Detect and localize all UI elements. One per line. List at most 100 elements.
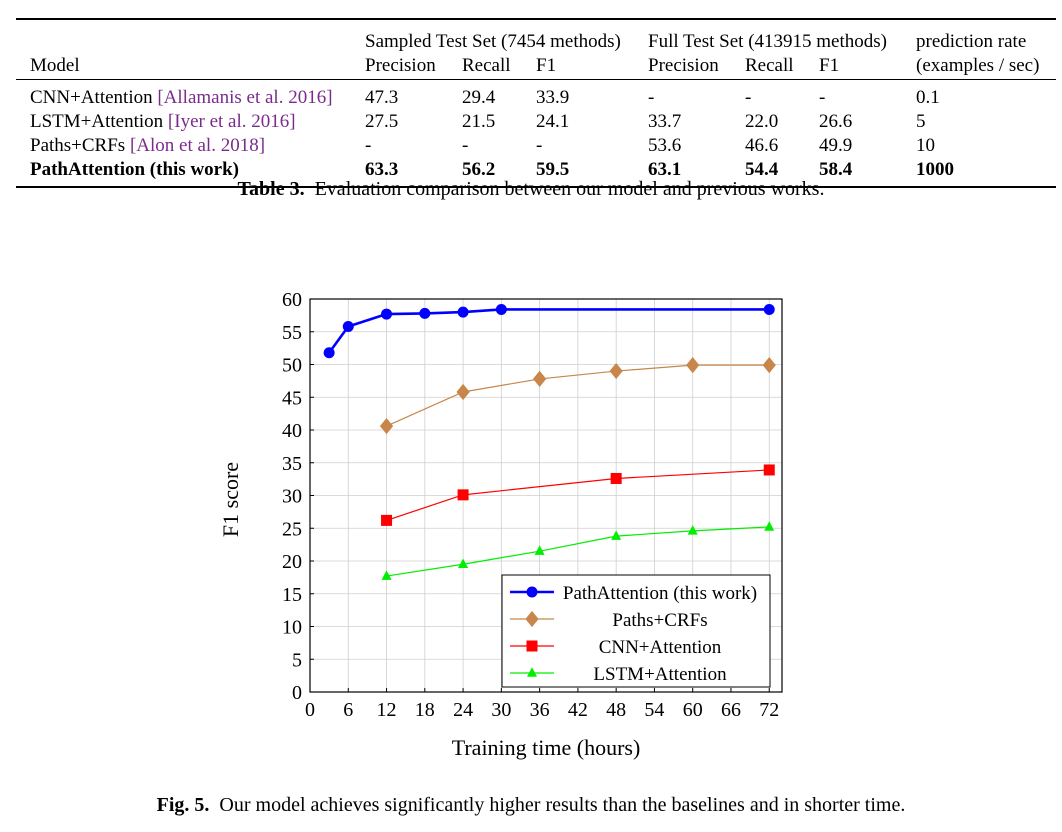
cell-recall-sampled: - (462, 135, 469, 156)
cell-precision-sampled: 47.3 (365, 87, 399, 108)
legend-label: LSTM+Attention (593, 664, 727, 685)
cell-precision-sampled: 27.5 (365, 111, 399, 132)
y-tick-label: 10 (282, 617, 302, 639)
table-row: PathAttention (this work) 63.3 56.2 59.5… (16, 158, 1056, 187)
header-full-test-set: Full Test Set (413915 methods) (648, 31, 887, 52)
row-model-name: LSTM+Attention [Iyer et al. 2016] (16, 110, 365, 134)
table-subheader-row: Model Precision Recall F1 Precision Reca… (16, 53, 1056, 80)
citation-link[interactable]: [Allamanis et al. 2016] (157, 87, 333, 108)
series-cnn-attention (381, 464, 775, 526)
cell-precision-sampled: 63.3 (365, 159, 399, 180)
cell-f1-sampled: - (536, 135, 543, 156)
cell-precision-full: 63.1 (648, 159, 682, 180)
y-tick-label: 35 (282, 453, 302, 475)
figure-caption: Fig. 5. Our model achieves significantly… (0, 794, 1062, 817)
model-label: Paths+CRFs (30, 135, 130, 156)
series-line (386, 469, 770, 521)
cell-recall-sampled: 29.4 (462, 87, 496, 108)
figure-caption-text: Our model achieves significantly higher … (219, 794, 906, 816)
x-tick-label: 72 (759, 699, 779, 721)
citation-link[interactable]: [Alon et al. 2018] (129, 135, 266, 156)
data-point (534, 545, 545, 555)
cell-f1-full: 26.6 (819, 111, 853, 132)
cell-recall-full: 22.0 (745, 111, 779, 132)
header-precision-sampled: Precision (365, 55, 436, 76)
row-model-name: PathAttention (this work) (16, 158, 365, 187)
y-tick-label: 55 (282, 322, 302, 344)
model-label: LSTM+Attention (30, 111, 168, 132)
header-rate-unit: (examples / sec) (916, 55, 1040, 76)
data-point (611, 530, 622, 540)
y-tick-label: 15 (282, 584, 302, 606)
y-tick-label: 45 (282, 387, 302, 409)
header-precision-full: Precision (648, 55, 719, 76)
data-point (379, 417, 394, 435)
table-row: CNN+Attention [Allamanis et al. 2016] 47… (16, 80, 1056, 110)
header-model: Model (30, 55, 80, 76)
data-point (610, 472, 622, 484)
cell-recall-sampled: 56.2 (462, 159, 496, 180)
header-recall-sampled: Recall (462, 55, 511, 76)
cell-prediction-rate: 1000 (916, 159, 954, 180)
tick-layer: 0 6 12 18 24 30 36 42 48 54 60 66 72 0 5 10 15 20 25 30 35 40… (282, 289, 779, 721)
data-point (419, 307, 431, 319)
data-point (686, 357, 700, 374)
data-point (763, 464, 775, 476)
cell-precision-full: - (648, 87, 655, 108)
legend-label: PathAttention (this work) (563, 583, 757, 604)
y-tick-label: 60 (282, 289, 302, 311)
legend-item: LSTM+Attention (510, 664, 727, 685)
header-f1-sampled: F1 (536, 55, 557, 76)
citation-link[interactable]: [Iyer et al. 2016] (167, 111, 296, 132)
y-tick-label: 30 (282, 486, 302, 508)
row-model-name: Paths+CRFs [Alon et al. 2018] (16, 134, 365, 158)
f1-chart-figure: 0 6 12 18 24 30 36 42 48 54 60 66 72 0 5 10 15 20 25 30 35 40… (0, 270, 1062, 775)
series-line (386, 526, 770, 577)
x-tick-label: 6 (343, 699, 353, 721)
f1-line-chart: 0 6 12 18 24 30 36 42 48 54 60 66 72 0 5 10 15 20 25 30 35 40… (218, 289, 783, 760)
x-tick-label: 36 (530, 699, 550, 721)
x-tick-label: 12 (377, 699, 397, 721)
y-axis-label: F1 score (218, 462, 243, 537)
model-label: CNN+Attention (30, 87, 158, 108)
cell-recall-full: - (745, 87, 752, 108)
x-tick-label: 42 (568, 699, 588, 721)
cell-prediction-rate: 10 (916, 135, 935, 156)
cell-f1-full: 49.9 (819, 135, 853, 156)
data-point (381, 308, 393, 320)
legend-item: Paths+CRFs (510, 610, 708, 631)
cell-f1-full: - (819, 87, 826, 108)
cell-prediction-rate: 5 (916, 111, 926, 132)
table-caption-label: Table 3. (237, 178, 305, 200)
series-pathattention-this-work (323, 303, 775, 359)
table-group-header-row: Sampled Test Set (7454 methods) Full Tes… (16, 20, 1056, 53)
x-tick-label: 30 (491, 699, 511, 721)
y-tick-label: 40 (282, 420, 302, 442)
comparison-table-block: Sampled Test Set (7454 methods) Full Tes… (16, 18, 1056, 189)
cell-precision-full: 53.6 (648, 135, 682, 156)
legend-label: CNN+Attention (599, 637, 722, 658)
data-point (457, 489, 469, 501)
legend-item: PathAttention (this work) (510, 583, 757, 604)
chart-legend: PathAttention (this work) Paths+CRFs CNN+A… (501, 574, 771, 688)
y-tick-label: 0 (292, 682, 302, 704)
data-point (527, 667, 537, 677)
cell-recall-full: 54.4 (745, 159, 779, 180)
data-point (342, 321, 354, 333)
data-point (687, 525, 698, 535)
series-lstm-attention (381, 521, 775, 580)
header-prediction-rate: prediction rate (916, 31, 1027, 52)
series-layer (323, 303, 776, 580)
legend-label: Paths+CRFs (612, 610, 707, 631)
data-point (457, 306, 469, 318)
y-tick-label: 50 (282, 355, 302, 377)
data-point (458, 558, 469, 569)
x-tick-label: 48 (606, 699, 626, 721)
header-sampled-test-set: Sampled Test Set (7454 methods) (365, 31, 621, 52)
data-point (533, 370, 547, 388)
data-point (763, 303, 775, 315)
data-point (323, 347, 335, 359)
data-point (762, 357, 776, 374)
legend-box (501, 574, 771, 688)
series-line (328, 308, 770, 354)
